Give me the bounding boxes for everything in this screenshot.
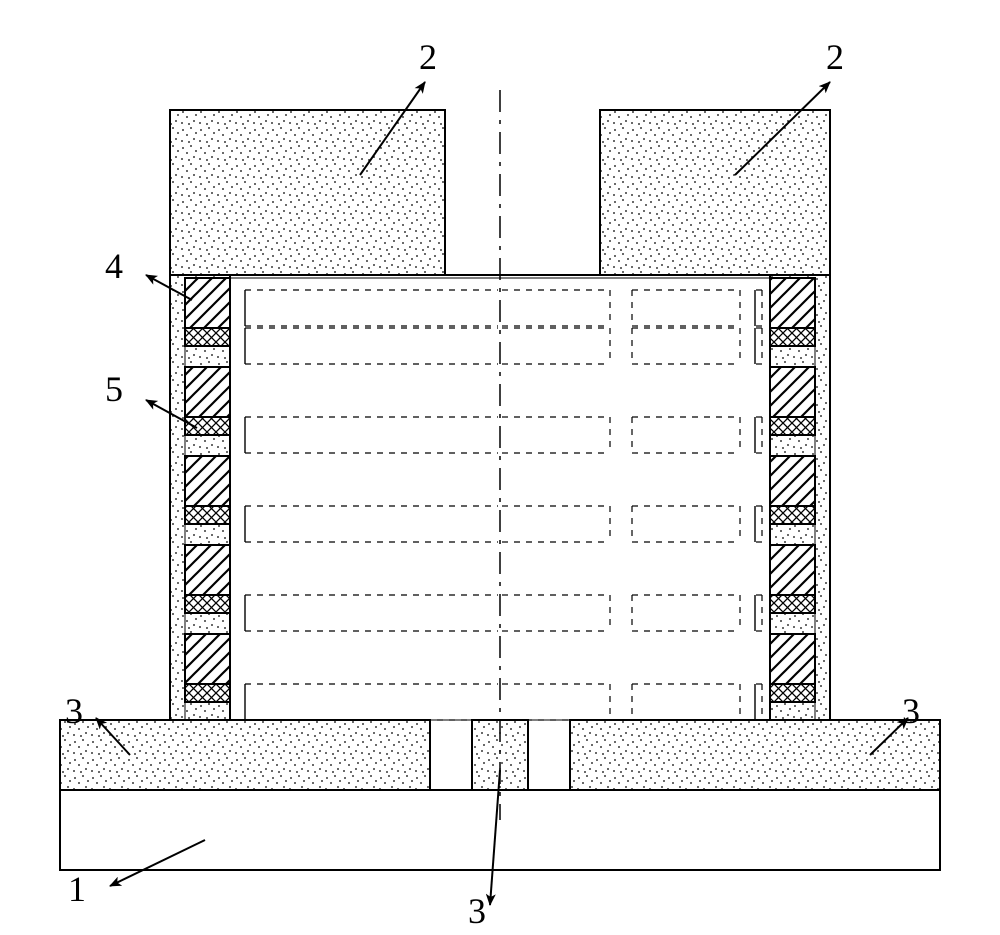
diagram-stage: 1 2 2 3 3 3 4 5 [0,0,1000,935]
label-2a: 2 [419,36,437,78]
label-2b: 2 [826,36,844,78]
label-3a: 3 [65,690,83,732]
diagram-svg [0,0,1000,935]
label-4: 4 [105,245,123,287]
label-3c: 3 [468,890,486,932]
label-3b: 3 [902,690,920,732]
label-5: 5 [105,368,123,410]
label-1: 1 [68,868,86,910]
